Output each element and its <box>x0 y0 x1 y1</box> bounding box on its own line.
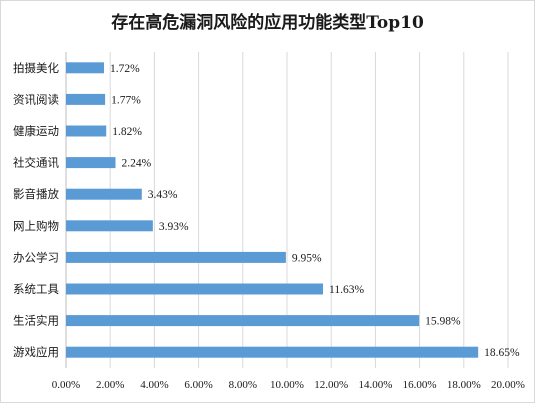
bar <box>66 125 107 137</box>
bar <box>66 62 105 74</box>
x-tick-label: 0.00% <box>52 379 80 391</box>
data-label: 9.95% <box>292 252 322 264</box>
data-label: 11.63% <box>329 284 364 296</box>
bar <box>66 93 106 105</box>
chart-title: 存在高危漏洞风险的应用功能类型Top10 <box>111 13 424 33</box>
bar <box>66 283 324 295</box>
data-label: 1.77% <box>111 94 141 106</box>
x-tick-label: 16.00% <box>403 379 437 391</box>
x-tick-label: 10.00% <box>270 379 304 391</box>
data-label: 3.43% <box>148 189 178 201</box>
data-label: 1.72% <box>110 63 140 75</box>
category-label: 资讯阅读 <box>13 92 59 106</box>
x-tick-label: 20.00% <box>491 379 525 391</box>
category-label: 生活实用 <box>13 314 59 328</box>
x-tick-label: 8.00% <box>229 379 257 391</box>
bar <box>66 157 116 169</box>
category-label: 健康运动 <box>13 124 59 138</box>
x-tick-label: 2.00% <box>96 379 124 391</box>
bar <box>66 315 420 327</box>
bar <box>66 346 479 358</box>
category-label: 游戏应用 <box>13 345 59 359</box>
data-label: 15.98% <box>425 316 461 328</box>
x-tick-label: 14.00% <box>358 379 392 391</box>
x-tick-label: 6.00% <box>184 379 212 391</box>
x-tick-label: 12.00% <box>314 379 348 391</box>
x-tick-label: 4.00% <box>140 379 168 391</box>
category-label: 拍摄美化 <box>13 61 59 75</box>
bar <box>66 220 153 232</box>
category-label: 网上购物 <box>13 219 59 233</box>
category-label: 社交通讯 <box>13 156 59 170</box>
data-label: 1.82% <box>112 126 142 138</box>
category-label: 影音播放 <box>13 187 59 201</box>
data-label: 3.93% <box>159 221 189 233</box>
category-label: 系统工具 <box>13 282 59 296</box>
data-label: 2.24% <box>122 158 152 170</box>
x-tick-label: 18.00% <box>447 379 481 391</box>
category-label: 办公学习 <box>13 250 59 264</box>
data-label: 18.65% <box>484 347 520 359</box>
bar <box>66 251 286 263</box>
bar <box>66 188 142 200</box>
